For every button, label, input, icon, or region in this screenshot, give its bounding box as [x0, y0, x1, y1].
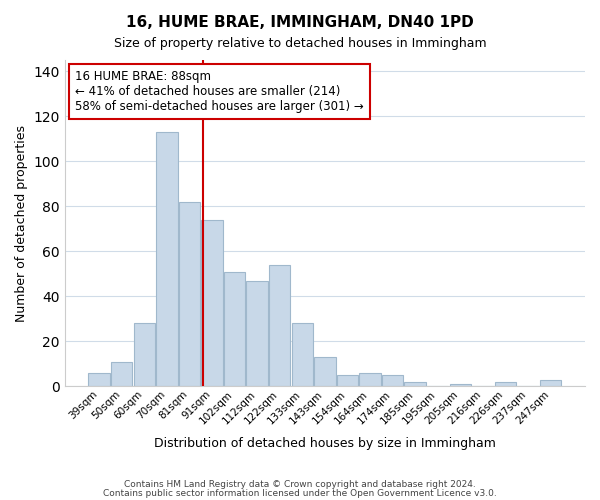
Bar: [540, 380, 562, 386]
Bar: [247, 280, 268, 386]
Text: Size of property relative to detached houses in Immingham: Size of property relative to detached ho…: [113, 38, 487, 51]
Bar: [156, 132, 178, 386]
X-axis label: Distribution of detached houses by size in Immingham: Distribution of detached houses by size …: [154, 437, 496, 450]
Bar: [449, 384, 471, 386]
Bar: [134, 324, 155, 386]
Bar: [382, 375, 403, 386]
Bar: [292, 324, 313, 386]
Bar: [269, 265, 290, 386]
Bar: [404, 382, 426, 386]
Bar: [359, 373, 381, 386]
Bar: [224, 272, 245, 386]
Text: Contains public sector information licensed under the Open Government Licence v3: Contains public sector information licen…: [103, 488, 497, 498]
Text: 16, HUME BRAE, IMMINGHAM, DN40 1PD: 16, HUME BRAE, IMMINGHAM, DN40 1PD: [126, 15, 474, 30]
Bar: [179, 202, 200, 386]
Text: 16 HUME BRAE: 88sqm
← 41% of detached houses are smaller (214)
58% of semi-detac: 16 HUME BRAE: 88sqm ← 41% of detached ho…: [75, 70, 364, 113]
Bar: [202, 220, 223, 386]
Bar: [495, 382, 516, 386]
Text: Contains HM Land Registry data © Crown copyright and database right 2024.: Contains HM Land Registry data © Crown c…: [124, 480, 476, 489]
Bar: [88, 373, 110, 386]
Bar: [111, 362, 133, 386]
Bar: [314, 357, 335, 386]
Bar: [337, 375, 358, 386]
Y-axis label: Number of detached properties: Number of detached properties: [15, 124, 28, 322]
